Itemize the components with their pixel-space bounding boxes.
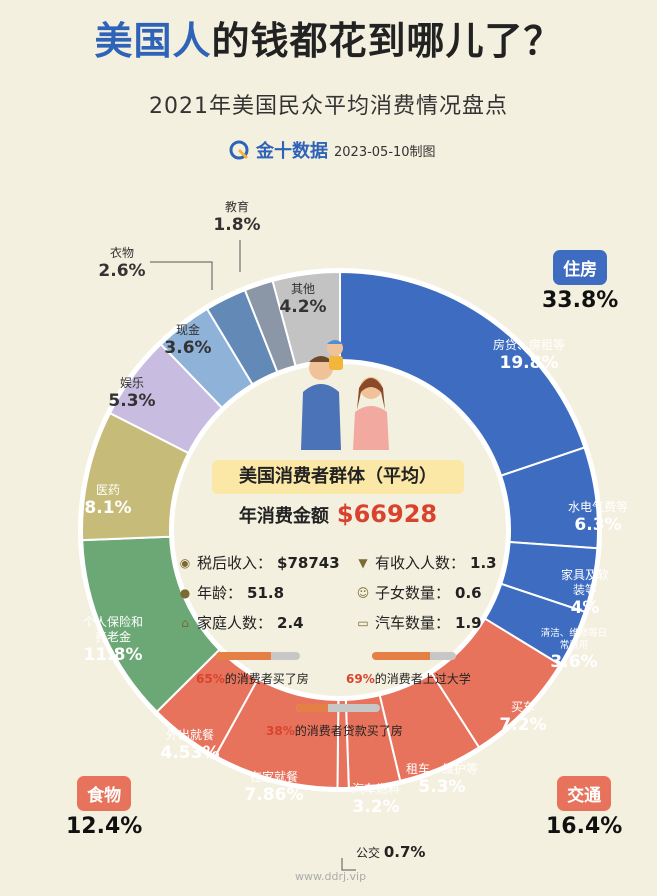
- slice-label-cash: 现金 3.6%: [164, 323, 212, 358]
- slice-label-utilities: 水电气费等 6.3%: [567, 500, 628, 535]
- note-mortgage-buyers: 38%的消费者贷款买了房: [266, 724, 403, 738]
- main-title: 美国人的钱都花到哪儿了？: [94, 19, 563, 63]
- slice-label-entertainment: 娱乐 5.3%: [108, 376, 156, 411]
- slice-label-furniture: 家具及软装等 4%: [560, 568, 609, 618]
- bar-home-owners: [216, 652, 300, 660]
- brand-name: 金十数据: [256, 141, 328, 162]
- stat-cars: ▭ 汽车数量： 1.9: [357, 613, 482, 633]
- slice-label-home-dining: 在家就餐 7.86%: [244, 770, 304, 805]
- slice-label-fuel: 汽车燃料 3.2%: [351, 782, 400, 817]
- slice-label-education: 教育 1.8%: [213, 200, 261, 235]
- category-housing-value: 33.8%: [542, 288, 619, 313]
- category-transport-value: 16.4%: [546, 814, 623, 839]
- note-college: 69%的消费者上过大学: [346, 672, 471, 686]
- category-food: 食物 12.4%: [66, 776, 142, 839]
- slice-label-mortgage: 房贷、房租等 19.8%: [492, 338, 565, 373]
- annual-spend-value: $66928: [336, 500, 438, 528]
- child-icon: ☺: [356, 585, 370, 600]
- coins-icon: ◉: [179, 555, 191, 570]
- stat-household: ⌂ 家庭人数： 2.4: [178, 612, 303, 633]
- watermark: www.ddrj.vip: [295, 870, 367, 883]
- category-food-name: 食物: [77, 776, 132, 811]
- stat-income: ◉ 税后收入： $78743: [179, 553, 340, 573]
- category-transport-name: 交通: [557, 776, 612, 811]
- slice-label-medical: 医药 8.1%: [84, 483, 132, 518]
- panel-title: 美国消费者群体（平均）: [212, 460, 464, 494]
- note-home-owners: 65%的消费者买了房: [196, 672, 309, 686]
- category-transport: 交通 16.4%: [546, 776, 622, 839]
- slice-label-clothing: 衣物 2.6%: [98, 246, 146, 281]
- category-housing-name: 住房: [553, 250, 608, 285]
- slice-label-cleaning: 清洁、维修等日常费用 3.6%: [540, 628, 608, 672]
- annual-spend-label: 年消费金额: [238, 506, 329, 527]
- slice-label-insurance: 个人保险和养老金 11.8%: [82, 615, 143, 665]
- house-icon: ⌂: [181, 615, 189, 630]
- bar-college: [372, 652, 456, 660]
- car-icon: ▭: [357, 615, 369, 630]
- category-food-value: 12.4%: [66, 814, 143, 839]
- stat-children: ☺ 子女数量： 0.6: [356, 583, 482, 603]
- brand: 金十数据 2023-05-10制图: [228, 137, 436, 163]
- tie-icon: ▼: [358, 555, 368, 570]
- slice-label-bus: 公交 0.7%: [356, 843, 426, 861]
- person-icon: ●: [179, 585, 191, 600]
- stat-earners: ▼ 有收入人数： 1.3: [356, 552, 496, 573]
- brand-logo-icon: [229, 140, 249, 160]
- slice-label-car-rental: 租车、维护等 5.3%: [405, 762, 478, 797]
- subtitle: 2021年美国民众平均消费情况盘点: [149, 94, 508, 119]
- slice-label-other: 其他 4.2%: [279, 282, 327, 317]
- bar-mortgage-buyers: [296, 704, 380, 712]
- slice-label-car-purchase: 买车 7.2%: [499, 700, 547, 735]
- annual-spend: 年消费金额 $66928: [218, 500, 458, 528]
- stat-age: ● 年龄： 51.8: [179, 583, 285, 603]
- slice-label-eating-out: 外出就餐 4.53%: [160, 728, 220, 763]
- donut-slice-0: [339, 270, 586, 477]
- donut-slice-16: [271, 270, 341, 368]
- category-housing: 住房 33.8%: [542, 250, 618, 313]
- family-illustration: [301, 340, 389, 450]
- chart-date: 2023-05-10制图: [334, 144, 436, 160]
- donut-hole: [174, 364, 506, 696]
